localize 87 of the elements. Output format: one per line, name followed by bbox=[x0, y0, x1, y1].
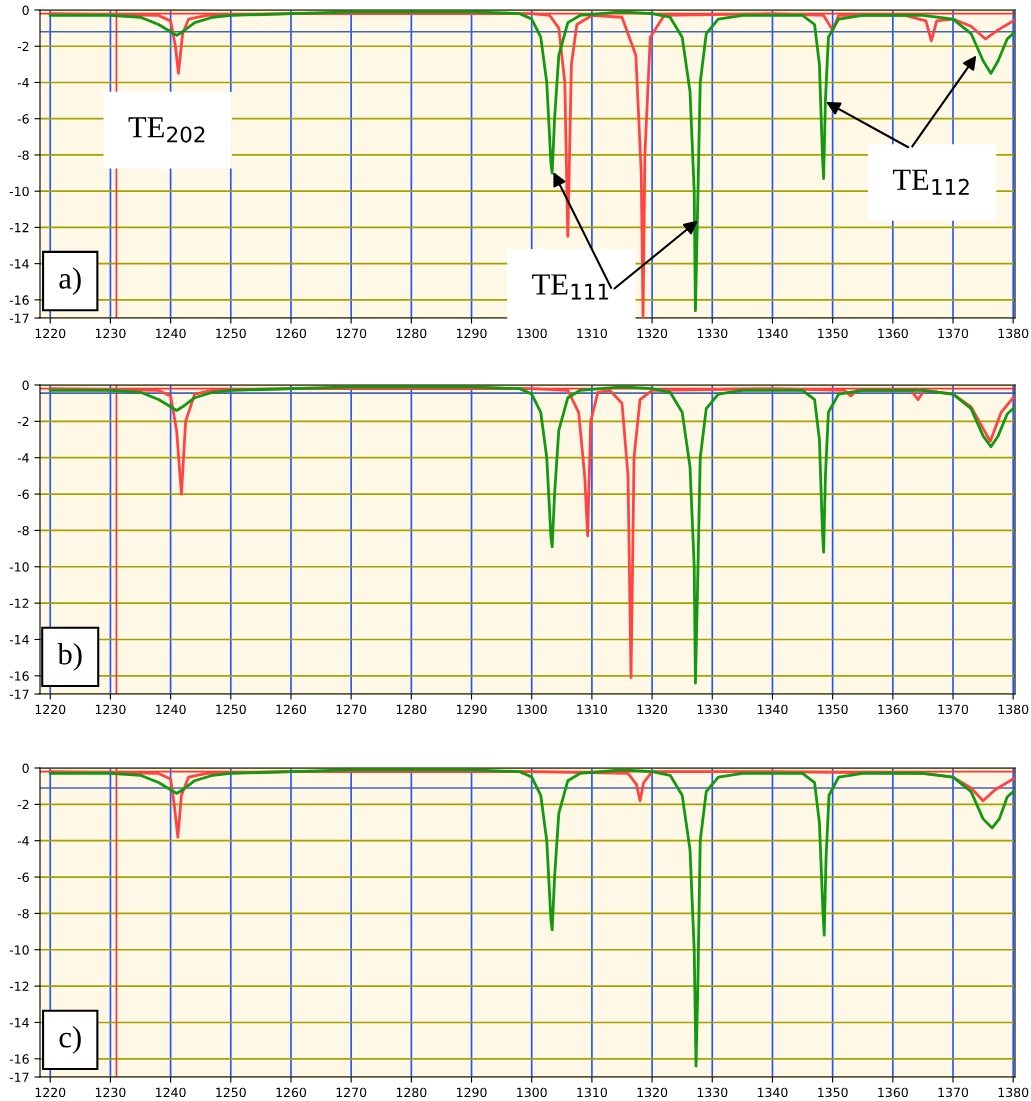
x-tick-label: 1230 bbox=[95, 704, 126, 715]
y-tick-label: -2 bbox=[17, 799, 29, 810]
x-tick-label: 1340 bbox=[757, 704, 788, 715]
x-tick-label: 1370 bbox=[938, 1087, 969, 1098]
x-tick-label: 1220 bbox=[35, 1087, 66, 1098]
x-tick-label: 1360 bbox=[878, 1087, 908, 1098]
x-tick-label: 1350 bbox=[818, 704, 848, 715]
y-tick-label: -2 bbox=[17, 41, 29, 51]
annotation: b) bbox=[57, 643, 82, 671]
x-tick-label: 1280 bbox=[396, 328, 427, 339]
annotation: c) bbox=[59, 1026, 81, 1054]
x-tick-label: 1360 bbox=[878, 704, 908, 715]
annotation: TE$_{112}$ bbox=[892, 169, 969, 195]
y-tick-label: -16 bbox=[9, 1054, 29, 1064]
x-tick-label: 1340 bbox=[757, 1087, 788, 1098]
x-tick-label: 1340 bbox=[757, 328, 788, 339]
y-tick-label: -6 bbox=[17, 114, 29, 124]
y-tick-label: 0 bbox=[22, 5, 29, 15]
y-tick-label: -2 bbox=[17, 416, 29, 427]
x-tick-label: 1370 bbox=[938, 704, 969, 715]
x-tick-label: 1310 bbox=[577, 1087, 607, 1098]
y-tick-label: -16 bbox=[9, 295, 29, 305]
x-tick-label: 1260 bbox=[276, 704, 307, 715]
x-tick-label: 1380 bbox=[998, 328, 1029, 339]
y-tick-label: -12 bbox=[9, 981, 29, 991]
y-tick-label: -10 bbox=[9, 562, 29, 572]
y-tick-label: -17 bbox=[9, 689, 29, 699]
y-tick-label: -14 bbox=[9, 635, 29, 645]
x-tick-label: 1350 bbox=[818, 1087, 848, 1098]
x-tick-label: 1290 bbox=[456, 704, 487, 715]
x-tick-label: 1350 bbox=[818, 328, 848, 339]
x-tick-label: 1380 bbox=[998, 1087, 1029, 1098]
y-tick-label: -14 bbox=[9, 259, 29, 269]
x-tick-label: 1300 bbox=[517, 704, 547, 715]
x-tick-label: 1230 bbox=[95, 328, 126, 339]
y-tick-label: -10 bbox=[9, 186, 29, 197]
y-tick-label: 0 bbox=[22, 380, 29, 390]
y-tick-label: 0 bbox=[22, 763, 29, 773]
y-tick-label: -12 bbox=[9, 222, 29, 233]
x-tick-label: 1310 bbox=[577, 704, 607, 715]
y-tick-label: -4 bbox=[17, 453, 29, 463]
x-tick-label: 1320 bbox=[637, 1087, 668, 1098]
x-tick-label: 1230 bbox=[95, 1087, 126, 1098]
x-tick-label: 1220 bbox=[35, 704, 66, 715]
x-tick-label: 1330 bbox=[697, 1087, 728, 1098]
x-tick-label: 1250 bbox=[216, 1087, 246, 1098]
y-tick-label: -17 bbox=[9, 313, 29, 323]
x-tick-label: 1250 bbox=[216, 328, 246, 339]
annotation: a) bbox=[59, 267, 81, 295]
y-tick-label: -8 bbox=[17, 150, 29, 160]
x-tick-label: 1260 bbox=[276, 328, 307, 339]
x-tick-label: 1270 bbox=[336, 328, 367, 339]
y-tick-label: -8 bbox=[17, 525, 29, 536]
x-tick-label: 1240 bbox=[156, 704, 186, 715]
x-tick-label: 1220 bbox=[35, 328, 66, 339]
y-tick-label: -10 bbox=[9, 945, 29, 955]
x-tick-label: 1320 bbox=[637, 704, 668, 715]
x-tick-label: 1330 bbox=[697, 704, 728, 715]
x-tick-label: 1290 bbox=[456, 328, 487, 339]
annotation: TE$_{111}$ bbox=[532, 274, 609, 300]
x-tick-label: 1240 bbox=[156, 1087, 186, 1098]
x-tick-label: 1250 bbox=[216, 704, 246, 715]
y-tick-label: -16 bbox=[9, 671, 29, 681]
x-tick-label: 1280 bbox=[396, 1087, 427, 1098]
annotation: TE$_{202}$ bbox=[128, 117, 205, 143]
x-tick-label: 1320 bbox=[637, 328, 668, 339]
x-tick-label: 1300 bbox=[517, 328, 547, 339]
y-tick-label: -17 bbox=[9, 1072, 29, 1082]
y-tick-label: -8 bbox=[17, 908, 29, 919]
x-tick-label: 1240 bbox=[156, 328, 186, 339]
x-tick-label: 1360 bbox=[878, 328, 908, 339]
x-tick-label: 1330 bbox=[697, 328, 728, 339]
x-tick-label: 1300 bbox=[517, 1087, 547, 1098]
y-tick-label: -6 bbox=[17, 872, 29, 882]
y-tick-label: -14 bbox=[9, 1018, 29, 1028]
x-tick-label: 1370 bbox=[938, 328, 969, 339]
y-tick-label: -4 bbox=[17, 78, 29, 88]
x-tick-label: 1310 bbox=[577, 328, 607, 339]
x-tick-label: 1380 bbox=[998, 704, 1029, 715]
x-tick-label: 1290 bbox=[456, 1087, 487, 1098]
x-tick-label: 1260 bbox=[276, 1087, 307, 1098]
y-tick-label: -4 bbox=[17, 836, 29, 846]
x-tick-label: 1270 bbox=[336, 704, 367, 715]
y-tick-label: -6 bbox=[17, 489, 29, 499]
x-tick-label: 1270 bbox=[336, 1087, 367, 1098]
x-tick-label: 1280 bbox=[396, 704, 427, 715]
y-tick-label: -12 bbox=[9, 598, 29, 608]
